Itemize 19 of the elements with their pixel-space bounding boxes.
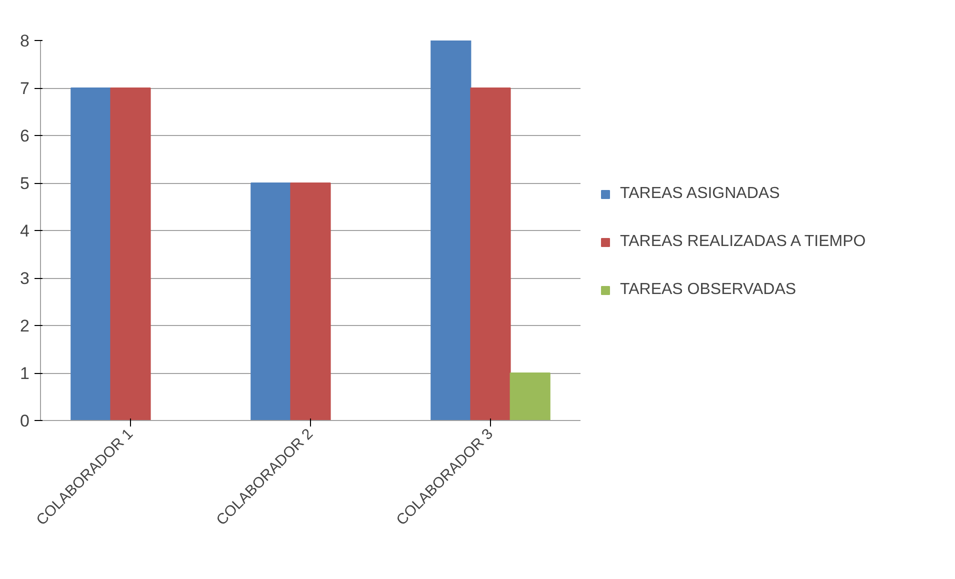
y-tick-label: 3 [20, 269, 30, 288]
y-tick-label: 8 [20, 32, 30, 50]
y-tick-label: 4 [20, 222, 30, 240]
y-tick-label: 7 [20, 79, 30, 98]
bar [430, 40, 472, 420]
bar [290, 182, 331, 420]
y-tick-label: 0 [20, 412, 30, 430]
bar [70, 88, 112, 420]
y-tick-label: 1 [20, 364, 30, 383]
y-tick-label: 2 [20, 316, 30, 336]
legend-label: TAREAS OBSERVADAS [620, 280, 796, 298]
bar [250, 182, 292, 420]
bar [470, 88, 511, 420]
legend-label: TAREAS ASIGNADAS [620, 184, 780, 202]
y-tick-label: 6 [20, 126, 30, 146]
legend-label: TAREAS REALIZADAS A TIEMPO [620, 232, 866, 250]
bar [510, 372, 550, 420]
bar [110, 88, 151, 420]
y-tick-label: 5 [20, 174, 30, 193]
